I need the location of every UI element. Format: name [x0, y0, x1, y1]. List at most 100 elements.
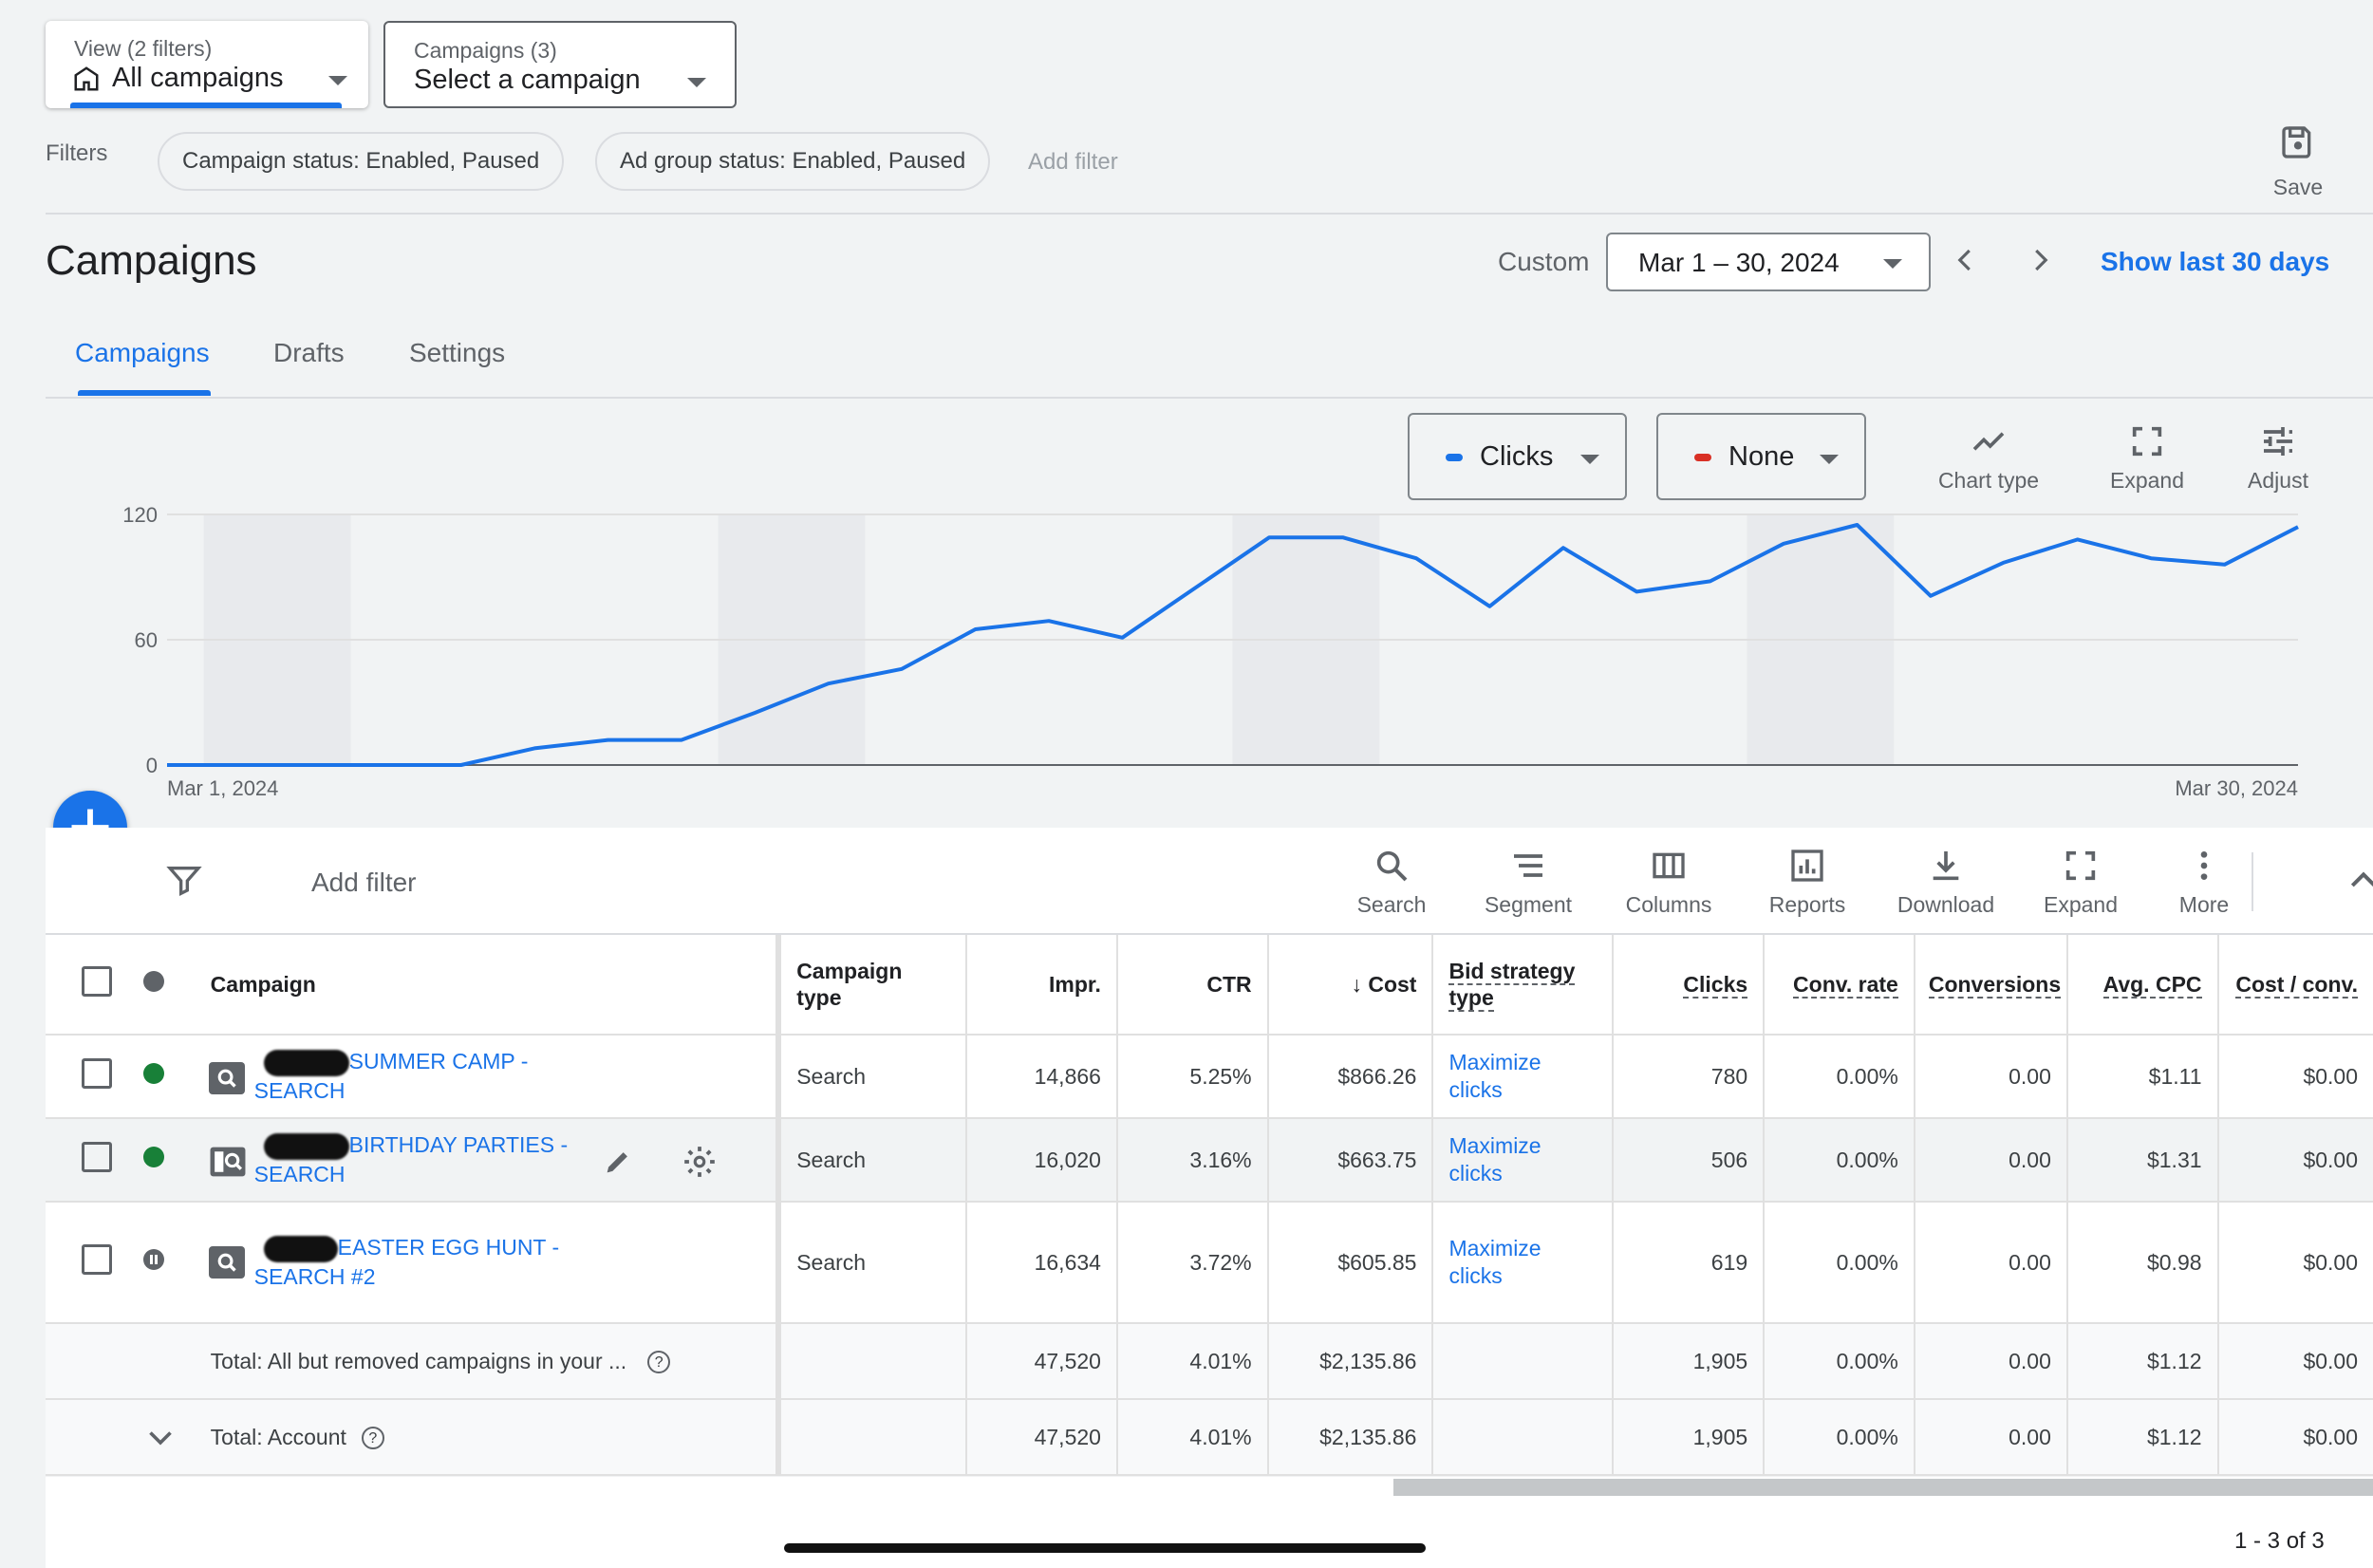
redacted-name [263, 1132, 349, 1160]
header-campaign-type[interactable]: Campaign type [778, 935, 968, 1036]
select-all-checkbox[interactable] [82, 966, 112, 997]
metric2-dropdown[interactable]: None [1656, 413, 1866, 500]
row-checkbox[interactable] [82, 1058, 112, 1089]
collapse-chevron-up-icon[interactable] [2345, 862, 2373, 900]
show-last-30-days-link[interactable]: Show last 30 days [2101, 247, 2330, 276]
header-cost-cell[interactable]: ↓ Cost [1267, 935, 1434, 1036]
header-ctr[interactable]: CTR [1116, 935, 1269, 1036]
status-paused-icon[interactable] [142, 1249, 164, 1270]
bid-strategy-link-line2[interactable]: clicks [1448, 1263, 1503, 1288]
date-range-picker[interactable]: Mar 1 – 30, 2024 [1606, 233, 1931, 291]
bid-strategy-cell: Maximize clicks [1432, 1035, 1615, 1119]
tab-settings[interactable]: Settings [409, 338, 506, 367]
campaign-name-link[interactable]: EASTER EGG HUNT - [337, 1235, 560, 1260]
status-enabled-dot[interactable] [142, 1147, 164, 1167]
chart-expand-button[interactable]: Expand [2098, 422, 2196, 494]
toolbar-segment-label: Segment [1484, 892, 1573, 917]
bid-strategy-link[interactable]: Maximize [1448, 1050, 1542, 1074]
table-header-row: Campaign Campaign type Impr. CTR ↓ Cost … [46, 935, 2373, 1036]
status-header-dot[interactable] [142, 971, 164, 992]
filter-chip-adgroup-status[interactable]: Ad group status: Enabled, Paused [595, 132, 991, 191]
view-filter-dropdown[interactable]: View (2 filters) All campaigns [46, 21, 368, 108]
chevron-down-icon[interactable] [143, 1420, 178, 1454]
campaign-name-link-line2[interactable]: SEARCH [253, 1161, 346, 1186]
chevron-right-icon[interactable] [2026, 243, 2054, 277]
line-chart-icon [1972, 432, 2005, 451]
clicks-line-chart: 0 60 120 Mar 1, 2024 Mar 30, 2024 [122, 503, 2299, 800]
clicks-cell: 506 [1613, 1118, 1766, 1203]
row-status-cell [127, 1202, 196, 1324]
total-conversions: 0.00 [1914, 1323, 2068, 1400]
toolbar-expand-button[interactable]: Expand [2024, 847, 2138, 918]
header-campaign[interactable]: Campaign [195, 935, 782, 1036]
bid-strategy-link-line2[interactable]: clicks [1448, 1161, 1503, 1185]
header-cost-conv-cell[interactable]: Cost / conv. [2217, 935, 2373, 1036]
conv-rate-cell: 0.00% [1764, 1202, 1915, 1324]
horizontal-scrollbar[interactable] [1393, 1479, 2373, 1496]
header-bid-strategy: Bid strategy type [1448, 959, 1576, 1012]
tune-icon [2264, 427, 2292, 456]
metric1-dropdown[interactable]: Clicks [1408, 413, 1627, 500]
columns-icon [1653, 852, 1685, 879]
chart-type-button[interactable]: Chart type [1927, 422, 2050, 494]
cost-cell: $605.85 [1267, 1202, 1434, 1324]
total-cost: $2,135.86 [1267, 1323, 1434, 1400]
campaign-name-cell: EASTER EGG HUNT - SEARCH #2 [195, 1202, 782, 1324]
row-checkbox[interactable] [82, 1142, 112, 1172]
total-conv-rate: 0.00% [1764, 1399, 1915, 1476]
filter-icon[interactable] [165, 862, 203, 900]
toolbar-search-button[interactable]: Search [1342, 847, 1441, 918]
bid-strategy-link[interactable]: Maximize [1448, 1133, 1542, 1158]
chevron-left-icon[interactable] [1952, 243, 1980, 277]
toolbar-download-button[interactable]: Download [1878, 847, 2014, 918]
campaign-type-cell: Search [778, 1202, 968, 1324]
edit-pencil-icon[interactable] [602, 1146, 634, 1178]
toolbar-more-button[interactable]: More [2155, 847, 2253, 918]
empty-cell [127, 1323, 196, 1400]
status-enabled-dot[interactable] [142, 1063, 164, 1084]
campaign-name-link[interactable]: BIRTHDAY PARTIES - [348, 1132, 569, 1157]
bid-strategy-link[interactable]: Maximize [1448, 1236, 1542, 1260]
header-impr[interactable]: Impr. [966, 935, 1118, 1036]
chart-adjust-button[interactable]: Adjust [2231, 422, 2326, 494]
campaign-name-link[interactable]: SUMMER CAMP - [348, 1049, 529, 1073]
conversions-cell: 0.00 [1914, 1035, 2068, 1119]
help-icon[interactable]: ? [647, 1351, 671, 1374]
view-filter-value: All campaigns [112, 63, 284, 93]
bid-strategy-link-line2[interactable]: clicks [1448, 1077, 1503, 1102]
page-title: Campaigns [46, 237, 257, 284]
header-clicks-cell[interactable]: Clicks [1613, 935, 1766, 1036]
bid-strategy-cell: Maximize clicks [1432, 1118, 1615, 1203]
save-button[interactable]: Save [2269, 123, 2327, 200]
toolbar-divider [2252, 852, 2253, 911]
table-add-filter[interactable]: Add filter [311, 868, 417, 897]
table-row: SUMMER CAMP - SEARCH Search 14,866 5.25%… [46, 1035, 2373, 1119]
campaign-select-dropdown[interactable]: Campaigns (3) Select a campaign [383, 21, 737, 108]
gear-icon[interactable] [682, 1144, 718, 1180]
divider [46, 213, 2373, 215]
add-filter-link[interactable]: Add filter [1028, 149, 1118, 175]
header-conv-rate-cell[interactable]: Conv. rate [1764, 935, 1915, 1036]
toolbar-segment-button[interactable]: Segment [1469, 847, 1587, 918]
help-icon[interactable]: ? [361, 1427, 384, 1450]
view-filter-label: View (2 filters) [74, 36, 213, 61]
toolbar-columns-button[interactable]: Columns [1610, 847, 1728, 918]
header-bid-strategy-cell[interactable]: Bid strategy type [1432, 935, 1615, 1036]
metric1-label: Clicks [1480, 441, 1554, 472]
header-avg-cpc-cell[interactable]: Avg. CPC [2066, 935, 2219, 1036]
toolbar-reports-button[interactable]: Reports [1748, 847, 1866, 918]
header-conversions-cell[interactable]: Conversions [1914, 935, 2068, 1036]
y-tick-label: 120 [122, 503, 158, 527]
ctr-cell: 5.25% [1116, 1035, 1269, 1119]
tab-campaigns[interactable]: Campaigns [75, 338, 210, 367]
total-label-cell: Total: All but removed campaigns in your… [195, 1323, 782, 1400]
row-checkbox[interactable] [82, 1244, 112, 1275]
campaign-name-link-line2[interactable]: SEARCH #2 [253, 1263, 376, 1289]
header-clicks: Clicks [1683, 971, 1748, 999]
cost-conv-cell: $0.00 [2217, 1202, 2373, 1324]
filter-chip-campaign-status[interactable]: Campaign status: Enabled, Paused [158, 132, 565, 191]
tab-drafts[interactable]: Drafts [273, 338, 345, 367]
table-row: EASTER EGG HUNT - SEARCH #2 Search 16,63… [46, 1202, 2373, 1324]
cost-conv-cell: $0.00 [2217, 1118, 2373, 1203]
campaign-name-link-line2[interactable]: SEARCH [253, 1077, 346, 1103]
